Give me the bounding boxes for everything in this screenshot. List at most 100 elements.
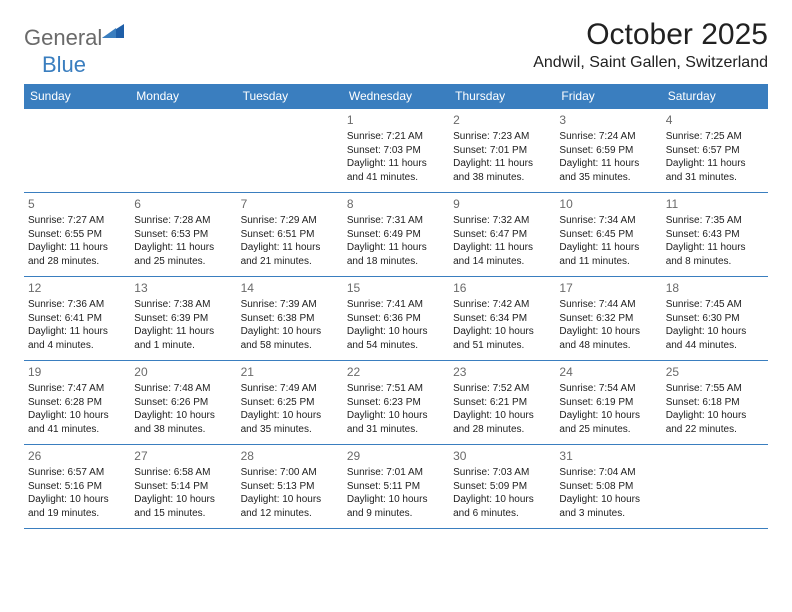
sunset-text: Sunset: 6:45 PM xyxy=(559,228,657,242)
sunset-text: Sunset: 6:53 PM xyxy=(134,228,232,242)
sunrise-text: Sunrise: 7:21 AM xyxy=(347,130,445,144)
sunset-text: Sunset: 6:57 PM xyxy=(666,144,764,158)
sunrise-text: Sunrise: 7:36 AM xyxy=(28,298,126,312)
daylight-text: Daylight: 10 hours and 35 minutes. xyxy=(241,409,339,436)
daylight-text: Daylight: 11 hours and 25 minutes. xyxy=(134,241,232,268)
logo: General xyxy=(24,22,126,53)
sunset-text: Sunset: 6:26 PM xyxy=(134,396,232,410)
sunrise-text: Sunrise: 7:45 AM xyxy=(666,298,764,312)
daylight-text: Daylight: 10 hours and 41 minutes. xyxy=(28,409,126,436)
day-cell: 24Sunrise: 7:54 AMSunset: 6:19 PMDayligh… xyxy=(555,361,661,445)
sunrise-text: Sunrise: 7:03 AM xyxy=(453,466,551,480)
day-number: 11 xyxy=(666,196,764,212)
day-number: 12 xyxy=(28,280,126,296)
day-cell: 23Sunrise: 7:52 AMSunset: 6:21 PMDayligh… xyxy=(449,361,555,445)
daylight-text: Daylight: 10 hours and 31 minutes. xyxy=(347,409,445,436)
sunset-text: Sunset: 7:03 PM xyxy=(347,144,445,158)
daylight-text: Daylight: 11 hours and 41 minutes. xyxy=(347,157,445,184)
sunrise-text: Sunrise: 7:04 AM xyxy=(559,466,657,480)
daylight-text: Daylight: 11 hours and 38 minutes. xyxy=(453,157,551,184)
sunrise-text: Sunrise: 7:01 AM xyxy=(347,466,445,480)
day-number: 2 xyxy=(453,112,551,128)
day-number: 8 xyxy=(347,196,445,212)
daylight-text: Daylight: 11 hours and 14 minutes. xyxy=(453,241,551,268)
sunrise-text: Sunrise: 7:39 AM xyxy=(241,298,339,312)
day-number: 20 xyxy=(134,364,232,380)
sunrise-text: Sunrise: 7:52 AM xyxy=(453,382,551,396)
daylight-text: Daylight: 10 hours and 22 minutes. xyxy=(666,409,764,436)
day-cell: 7Sunrise: 7:29 AMSunset: 6:51 PMDaylight… xyxy=(237,193,343,277)
daylight-text: Daylight: 10 hours and 51 minutes. xyxy=(453,325,551,352)
sunset-text: Sunset: 6:43 PM xyxy=(666,228,764,242)
sunrise-text: Sunrise: 7:42 AM xyxy=(453,298,551,312)
sunrise-text: Sunrise: 7:44 AM xyxy=(559,298,657,312)
sunset-text: Sunset: 6:32 PM xyxy=(559,312,657,326)
day-cell: 31Sunrise: 7:04 AMSunset: 5:08 PMDayligh… xyxy=(555,445,661,529)
day-header: Monday xyxy=(130,84,236,109)
day-number: 30 xyxy=(453,448,551,464)
day-cell: 15Sunrise: 7:41 AMSunset: 6:36 PMDayligh… xyxy=(343,277,449,361)
day-number: 10 xyxy=(559,196,657,212)
day-cell: 17Sunrise: 7:44 AMSunset: 6:32 PMDayligh… xyxy=(555,277,661,361)
sunset-text: Sunset: 7:01 PM xyxy=(453,144,551,158)
day-number: 7 xyxy=(241,196,339,212)
day-number: 13 xyxy=(134,280,232,296)
sunset-text: Sunset: 6:39 PM xyxy=(134,312,232,326)
day-number: 31 xyxy=(559,448,657,464)
day-cell: 10Sunrise: 7:34 AMSunset: 6:45 PMDayligh… xyxy=(555,193,661,277)
daylight-text: Daylight: 11 hours and 18 minutes. xyxy=(347,241,445,268)
sunset-text: Sunset: 6:38 PM xyxy=(241,312,339,326)
day-cell: 26Sunrise: 6:57 AMSunset: 5:16 PMDayligh… xyxy=(24,445,130,529)
day-cell: 13Sunrise: 7:38 AMSunset: 6:39 PMDayligh… xyxy=(130,277,236,361)
sunset-text: Sunset: 6:21 PM xyxy=(453,396,551,410)
sunset-text: Sunset: 6:18 PM xyxy=(666,396,764,410)
daylight-text: Daylight: 10 hours and 58 minutes. xyxy=(241,325,339,352)
week-row: 26Sunrise: 6:57 AMSunset: 5:16 PMDayligh… xyxy=(24,445,768,529)
week-row: 12 Sunrise: 7:36 AMSunset: 6:41 PM Dayligh… xyxy=(24,277,768,361)
sunset-text: Sunset: 6:23 PM xyxy=(347,396,445,410)
day-number: 18 xyxy=(666,280,764,296)
day-cell: 22Sunrise: 7:51 AMSunset: 6:23 PMDayligh… xyxy=(343,361,449,445)
daylight-text: Daylight: 11 hours and 1 minute. xyxy=(134,325,232,352)
day-cell: 27Sunrise: 6:58 AMSunset: 5:14 PMDayligh… xyxy=(130,445,236,529)
sunset-text: Sunset: 5:16 PM xyxy=(28,480,126,494)
day-cell: 25Sunrise: 7:55 AMSunset: 6:18 PMDayligh… xyxy=(662,361,768,445)
daylight-text: Daylight: 11 hours and 21 minutes. xyxy=(241,241,339,268)
sunset-text: Sunset: 6:59 PM xyxy=(559,144,657,158)
day-cell: 6Sunrise: 7:28 AMSunset: 6:53 PMDaylight… xyxy=(130,193,236,277)
day-cell: 20Sunrise: 7:48 AMSunset: 6:26 PMDayligh… xyxy=(130,361,236,445)
calendar-body: 1Sunrise: 7:21 AMSunset: 7:03 PMDaylight… xyxy=(24,109,768,529)
day-number: 25 xyxy=(666,364,764,380)
day-number: 19 xyxy=(28,364,126,380)
day-header-row: Sunday Monday Tuesday Wednesday Thursday… xyxy=(24,84,768,109)
day-number: 14 xyxy=(241,280,339,296)
sunset-text: Sunset: 6:36 PM xyxy=(347,312,445,326)
day-number: 21 xyxy=(241,364,339,380)
sunrise-text: Sunrise: 7:28 AM xyxy=(134,214,232,228)
day-number: 26 xyxy=(28,448,126,464)
day-cell: 18Sunrise: 7:45 AMSunset: 6:30 PMDayligh… xyxy=(662,277,768,361)
day-cell: 3Sunrise: 7:24 AMSunset: 6:59 PMDaylight… xyxy=(555,109,661,193)
day-number: 22 xyxy=(347,364,445,380)
week-row: 1Sunrise: 7:21 AMSunset: 7:03 PMDaylight… xyxy=(24,109,768,193)
day-number: 15 xyxy=(347,280,445,296)
sunrise-text: Sunrise: 7:54 AM xyxy=(559,382,657,396)
day-cell: 30Sunrise: 7:03 AMSunset: 5:09 PMDayligh… xyxy=(449,445,555,529)
day-cell xyxy=(130,109,236,193)
daylight-text: Daylight: 11 hours and 28 minutes. xyxy=(28,241,126,268)
sunset-text: Sunset: 6:25 PM xyxy=(241,396,339,410)
sunrise-text: Sunrise: 7:47 AM xyxy=(28,382,126,396)
day-header: Wednesday xyxy=(343,84,449,109)
day-cell: 1Sunrise: 7:21 AMSunset: 7:03 PMDaylight… xyxy=(343,109,449,193)
day-header: Sunday xyxy=(24,84,130,109)
sunset-text: Sunset: 6:41 PM xyxy=(28,312,126,326)
day-cell: 28Sunrise: 7:00 AMSunset: 5:13 PMDayligh… xyxy=(237,445,343,529)
sunset-text: Sunset: 6:34 PM xyxy=(453,312,551,326)
sunrise-text: Sunrise: 6:57 AM xyxy=(28,466,126,480)
day-number: 16 xyxy=(453,280,551,296)
sunrise-text: Sunrise: 7:48 AM xyxy=(134,382,232,396)
day-cell: 12Sunrise: 7:36 AMSunset: 6:41 PMDayligh… xyxy=(24,277,130,361)
sunset-text: Sunset: 5:11 PM xyxy=(347,480,445,494)
day-number: 28 xyxy=(241,448,339,464)
sunrise-text: Sunrise: 7:41 AM xyxy=(347,298,445,312)
